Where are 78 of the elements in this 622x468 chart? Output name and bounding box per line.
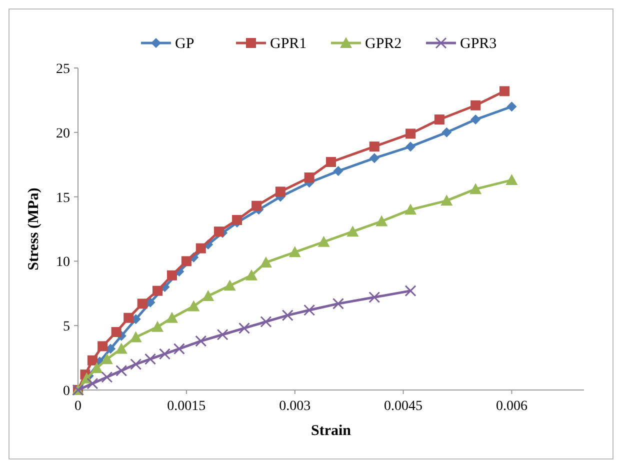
point xyxy=(318,236,330,247)
point xyxy=(100,353,113,364)
y-tick-label: 10 xyxy=(56,255,70,270)
point xyxy=(368,292,380,304)
point xyxy=(124,312,134,323)
point xyxy=(442,127,452,138)
point xyxy=(332,298,344,310)
x-tick-label: 0 xyxy=(74,399,82,414)
legend-label: GPR2 xyxy=(365,36,402,52)
point xyxy=(440,194,453,206)
point xyxy=(152,320,164,332)
legend-label: GPR1 xyxy=(270,36,307,52)
point xyxy=(202,290,214,301)
point xyxy=(326,157,336,168)
x-tick-label: 0.0015 xyxy=(167,399,206,414)
point xyxy=(158,348,170,360)
x-tick-label: 0.006 xyxy=(496,399,528,414)
point xyxy=(224,280,236,291)
point xyxy=(369,142,380,152)
point xyxy=(87,355,98,366)
point xyxy=(376,215,388,226)
point xyxy=(232,214,242,225)
point xyxy=(369,153,380,164)
point xyxy=(181,256,192,266)
y-axis-title: Stress (MPa) xyxy=(26,188,42,270)
point xyxy=(101,371,113,383)
y-tick-label: 25 xyxy=(56,62,70,77)
legend-label: GPR3 xyxy=(460,36,497,52)
point xyxy=(90,362,103,374)
point xyxy=(214,226,224,237)
point xyxy=(195,335,207,347)
y-tick-label: 15 xyxy=(56,190,70,206)
point xyxy=(333,166,344,176)
point xyxy=(144,353,156,365)
point xyxy=(275,186,286,197)
point xyxy=(282,310,294,322)
point xyxy=(470,100,481,110)
point xyxy=(152,286,163,296)
point xyxy=(252,200,262,211)
point xyxy=(166,270,177,280)
point xyxy=(406,128,416,139)
point xyxy=(434,114,444,125)
point xyxy=(86,378,98,390)
point xyxy=(130,358,142,370)
point xyxy=(499,86,510,96)
point xyxy=(470,183,482,194)
point xyxy=(506,102,517,112)
point xyxy=(130,331,142,342)
point xyxy=(111,327,122,338)
x-tick-label: 0.003 xyxy=(279,399,311,414)
y-tick-label: 5 xyxy=(63,320,70,335)
point xyxy=(404,285,416,297)
point xyxy=(166,312,178,323)
y-tick-label: 0 xyxy=(63,384,70,399)
point xyxy=(216,328,228,340)
y-tick-label: 20 xyxy=(56,126,70,142)
x-axis-title: Strain xyxy=(310,423,352,439)
point xyxy=(173,343,185,355)
point xyxy=(470,114,481,125)
x-tick-label: 0.0045 xyxy=(384,399,423,414)
legend-label: GP xyxy=(175,36,194,52)
point xyxy=(115,342,128,354)
point xyxy=(506,174,518,186)
point xyxy=(260,256,272,268)
point xyxy=(260,316,272,328)
point xyxy=(137,298,148,309)
point xyxy=(406,142,416,152)
point xyxy=(98,341,108,352)
point xyxy=(238,322,250,334)
point xyxy=(288,246,301,258)
point xyxy=(304,304,316,316)
point xyxy=(188,300,200,312)
point xyxy=(404,204,417,215)
point xyxy=(346,226,359,237)
point xyxy=(245,269,258,280)
point xyxy=(196,243,206,254)
point xyxy=(116,364,128,376)
point xyxy=(304,172,314,182)
